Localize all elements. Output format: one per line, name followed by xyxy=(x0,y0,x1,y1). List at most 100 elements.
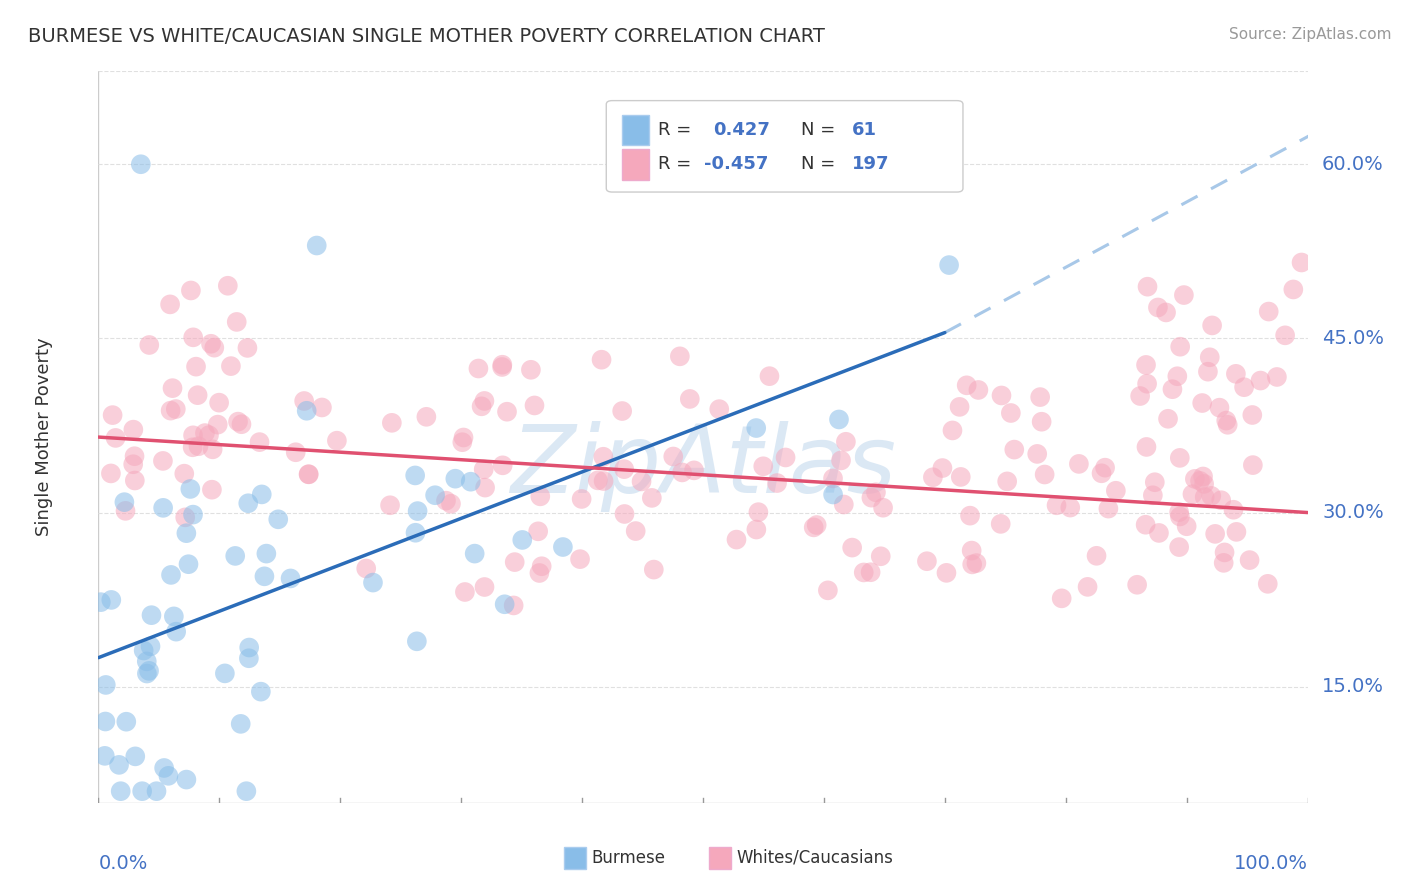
Point xyxy=(415,409,437,424)
Text: 100.0%: 100.0% xyxy=(1233,854,1308,873)
Point xyxy=(114,504,136,518)
Point xyxy=(1192,469,1215,483)
Point xyxy=(236,341,259,355)
Point xyxy=(872,500,894,515)
Point xyxy=(1192,476,1215,491)
Point xyxy=(641,491,664,505)
Point xyxy=(194,426,217,441)
Point xyxy=(806,518,828,533)
Point xyxy=(491,359,513,374)
Point xyxy=(451,435,474,450)
Text: Burmese: Burmese xyxy=(592,848,666,867)
Point xyxy=(434,493,457,508)
Point xyxy=(671,466,693,480)
Point xyxy=(145,784,167,798)
Point xyxy=(129,157,152,171)
Point xyxy=(152,454,174,468)
Point xyxy=(181,428,204,442)
Point xyxy=(941,424,963,438)
Point xyxy=(803,520,825,534)
Point xyxy=(1085,549,1108,563)
Point xyxy=(135,654,157,668)
Point xyxy=(1291,255,1313,269)
Point xyxy=(592,474,614,488)
Point xyxy=(747,505,769,519)
Point xyxy=(931,461,953,475)
Point xyxy=(100,467,122,481)
Point xyxy=(250,487,273,501)
Point xyxy=(1002,442,1025,457)
Point xyxy=(253,569,276,583)
Point xyxy=(1197,365,1219,379)
Point xyxy=(1225,524,1247,539)
Point xyxy=(1097,501,1119,516)
Point xyxy=(229,717,252,731)
Point xyxy=(454,585,477,599)
Point xyxy=(160,568,183,582)
Point xyxy=(502,599,524,613)
Point xyxy=(225,315,247,329)
Point xyxy=(100,593,122,607)
Point xyxy=(869,549,891,564)
Point xyxy=(529,566,551,580)
Text: BURMESE VS WHITE/CAUCASIAN SINGLE MOTHER POVERTY CORRELATION CHART: BURMESE VS WHITE/CAUCASIAN SINGLE MOTHER… xyxy=(28,27,825,45)
Point xyxy=(520,363,543,377)
Point xyxy=(1126,578,1149,592)
Point xyxy=(112,495,135,509)
Point xyxy=(467,361,489,376)
Point xyxy=(1241,408,1264,422)
Point xyxy=(1216,417,1239,432)
Point xyxy=(1168,505,1191,519)
Point xyxy=(491,358,513,372)
Point xyxy=(179,482,201,496)
Point xyxy=(110,784,132,798)
Text: 60.0%: 60.0% xyxy=(1322,154,1384,174)
Point xyxy=(1050,591,1073,606)
Point xyxy=(108,757,131,772)
Point xyxy=(586,474,609,488)
Point xyxy=(94,678,117,692)
Point xyxy=(1173,288,1195,302)
FancyBboxPatch shape xyxy=(564,847,586,869)
Point xyxy=(235,784,257,798)
Point xyxy=(1142,488,1164,502)
Point xyxy=(405,634,427,648)
Point xyxy=(571,491,593,506)
Point xyxy=(995,475,1018,489)
Point xyxy=(280,571,302,585)
Point xyxy=(1135,440,1157,454)
Point xyxy=(138,338,160,352)
Point xyxy=(935,566,957,580)
Point xyxy=(1129,389,1152,403)
Point xyxy=(1191,396,1213,410)
Point xyxy=(1168,340,1191,354)
Point xyxy=(530,559,553,574)
Point xyxy=(766,476,789,491)
Text: R =: R = xyxy=(658,121,697,139)
Text: Single Mother Poverty: Single Mother Poverty xyxy=(35,338,53,536)
Point xyxy=(1201,489,1223,503)
Text: Whites/Caucasians: Whites/Caucasians xyxy=(737,848,894,867)
Point xyxy=(1026,447,1049,461)
Text: 61: 61 xyxy=(852,121,877,139)
Point xyxy=(162,381,184,395)
Point xyxy=(159,403,181,417)
Point xyxy=(198,428,221,442)
Point xyxy=(181,508,204,522)
Point xyxy=(959,508,981,523)
Point xyxy=(305,238,328,252)
Point xyxy=(949,470,972,484)
Point xyxy=(231,417,253,432)
Point xyxy=(1189,474,1212,488)
Point xyxy=(1208,401,1230,415)
Point xyxy=(471,400,494,414)
Point xyxy=(115,714,138,729)
Point xyxy=(1239,553,1261,567)
Point xyxy=(956,378,979,392)
Point xyxy=(960,558,983,572)
Point xyxy=(1257,304,1279,318)
Point xyxy=(1257,577,1279,591)
Point xyxy=(298,467,321,482)
Point xyxy=(1000,406,1022,420)
Point xyxy=(523,399,546,413)
